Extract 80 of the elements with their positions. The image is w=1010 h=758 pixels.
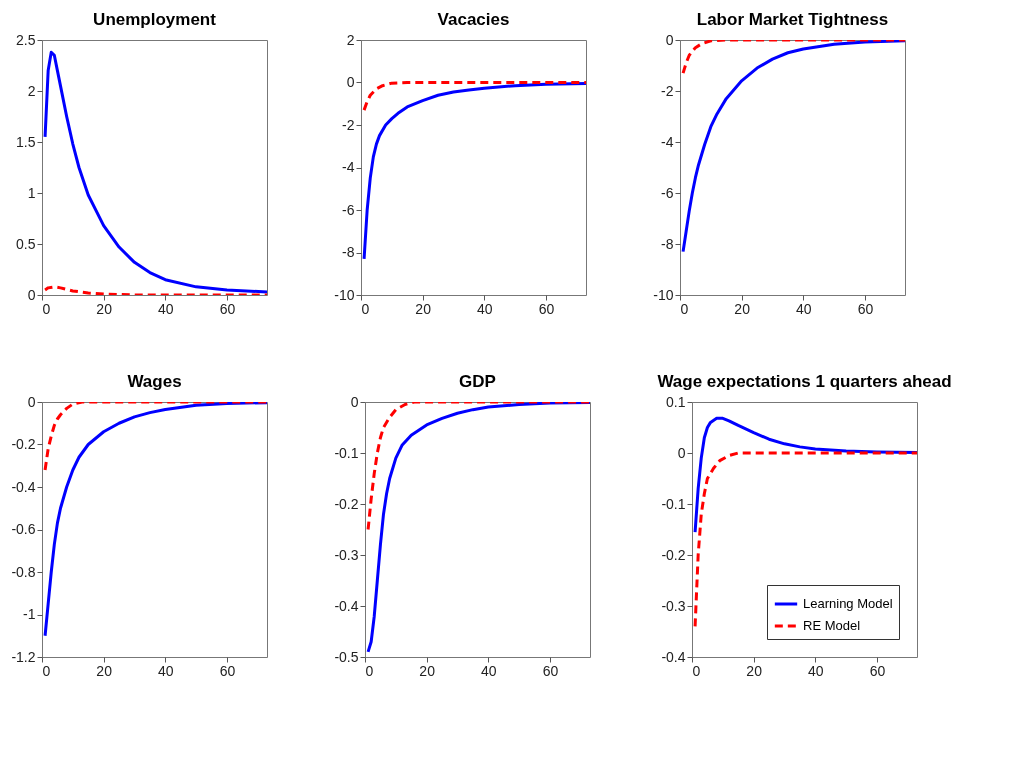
y-tick-label: -0.2 — [11, 436, 36, 452]
x-tick-label: 0 — [42, 662, 51, 679]
legend-label: Learning Model — [803, 596, 893, 611]
y-tick-label: 0 — [677, 444, 686, 461]
line-series — [43, 285, 267, 295]
line-series — [693, 416, 917, 534]
y-tick-label: -0.4 — [661, 648, 686, 665]
x-tick-label: 60 — [219, 300, 236, 317]
x-tick-label: 60 — [538, 300, 555, 317]
y-tick-label: -0.6 — [11, 521, 36, 537]
chart-title: Wages — [127, 372, 182, 391]
x-tick-label: 20 — [419, 662, 436, 679]
y-tick-label: -0.2 — [661, 546, 686, 563]
y-tick-label: -0.3 — [334, 546, 359, 563]
x-tick-label: 40 — [477, 300, 493, 317]
y-tick-label: 0 — [350, 393, 359, 410]
line-series — [362, 81, 586, 112]
y-tick-label: -10 — [653, 286, 674, 303]
x-tick-label: 0 — [361, 300, 370, 317]
legend-label: RE Model — [803, 618, 861, 633]
line-series — [681, 40, 905, 75]
y-tick-label: 0 — [27, 393, 36, 410]
x-tick-label: 0 — [42, 300, 51, 317]
y-tick-label: 2 — [346, 31, 355, 48]
chart-title: Unemployment — [93, 10, 217, 29]
x-tick-label: 40 — [796, 300, 812, 317]
y-tick-label: 1.5 — [16, 133, 36, 150]
x-tick-label: 0 — [692, 662, 701, 679]
x-tick-label: 20 — [734, 300, 751, 317]
line-series — [43, 402, 267, 472]
y-tick-label: 0.1 — [666, 393, 686, 410]
y-tick-label: -8 — [661, 235, 674, 252]
y-tick-label: -10 — [334, 286, 355, 303]
y-tick-label: 1 — [27, 184, 36, 201]
line-series — [43, 50, 267, 294]
y-tick-label: -0.4 — [11, 478, 36, 495]
x-tick-label: 60 — [219, 662, 236, 679]
y-tick-label: -6 — [661, 184, 674, 201]
y-tick-label: -2 — [661, 82, 674, 99]
y-tick-label: -4 — [661, 133, 674, 150]
line-series — [366, 402, 590, 654]
y-tick-label: 2 — [27, 82, 36, 99]
y-tick-label: -1.2 — [11, 648, 36, 665]
y-tick-label: -8 — [342, 244, 355, 260]
y-tick-label: -0.2 — [334, 495, 359, 512]
line-series — [43, 402, 267, 638]
x-tick-label: 20 — [96, 300, 113, 317]
y-tick-label: -0.1 — [661, 495, 686, 512]
x-tick-label: 20 — [746, 662, 763, 679]
chart-title: Labor Market Tightness — [696, 10, 889, 29]
x-tick-label: 60 — [857, 300, 874, 317]
line-series — [366, 402, 590, 531]
chart-title: Wage expectations 1 quarters ahead — [657, 372, 952, 391]
chart-title: Vacacies — [437, 10, 510, 29]
y-tick-label: -2 — [342, 116, 355, 133]
y-tick-label: -0.4 — [334, 597, 359, 614]
x-tick-label: 20 — [415, 300, 432, 317]
x-tick-label: 40 — [158, 300, 174, 317]
x-tick-label: 0 — [365, 662, 374, 679]
line-series — [693, 451, 917, 628]
line-series — [362, 82, 586, 261]
x-tick-label: 60 — [542, 662, 559, 679]
x-tick-label: 60 — [869, 662, 886, 679]
chart-title: GDP — [459, 372, 496, 391]
y-tick-label: -0.3 — [661, 597, 686, 614]
y-tick-label: -0.8 — [11, 563, 36, 580]
y-tick-label: 0 — [27, 286, 36, 303]
y-tick-label: -0.1 — [334, 444, 359, 461]
y-tick-label: 0 — [346, 74, 355, 90]
x-tick-label: 40 — [481, 662, 497, 679]
y-tick-label: -1 — [23, 606, 36, 622]
y-tick-label: 0.5 — [16, 235, 36, 252]
y-tick-label: -4 — [342, 159, 355, 175]
y-tick-label: 2.5 — [16, 31, 36, 48]
x-tick-label: 20 — [96, 662, 113, 679]
x-tick-label: 40 — [158, 662, 174, 679]
y-tick-label: -6 — [342, 201, 355, 218]
y-tick-label: 0 — [665, 31, 674, 48]
y-tick-label: -0.5 — [334, 648, 359, 665]
x-tick-label: 40 — [808, 662, 824, 679]
